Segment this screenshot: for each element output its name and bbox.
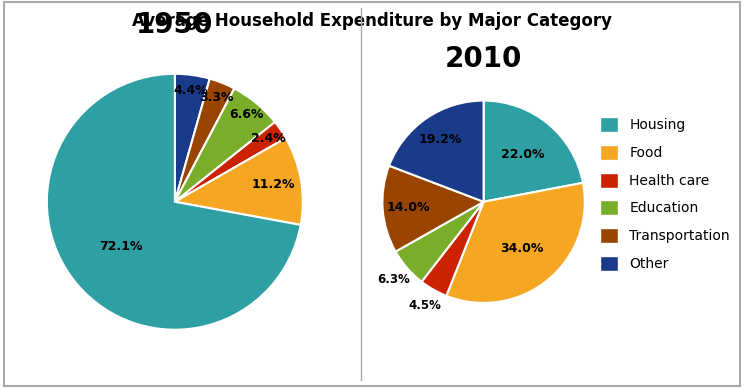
Text: 72.1%: 72.1%: [99, 240, 143, 253]
Text: 6.6%: 6.6%: [229, 109, 264, 121]
Text: 6.3%: 6.3%: [377, 274, 410, 286]
Text: 2.4%: 2.4%: [251, 132, 286, 145]
Wedge shape: [396, 202, 484, 282]
Text: 4.4%: 4.4%: [173, 84, 208, 97]
Wedge shape: [175, 88, 275, 202]
Text: 14.0%: 14.0%: [386, 201, 430, 214]
Wedge shape: [446, 183, 585, 303]
Wedge shape: [175, 138, 303, 225]
Wedge shape: [47, 74, 301, 330]
Wedge shape: [175, 122, 286, 202]
Wedge shape: [484, 100, 583, 202]
Legend: Housing, Food, Health care, Education, Transportation, Other: Housing, Food, Health care, Education, T…: [594, 110, 737, 278]
Text: 11.2%: 11.2%: [251, 178, 295, 191]
Title: 1950: 1950: [136, 12, 214, 40]
Wedge shape: [175, 79, 234, 202]
Text: 19.2%: 19.2%: [419, 133, 462, 146]
Text: Average Household Expenditure by Major Category: Average Household Expenditure by Major C…: [132, 12, 612, 29]
Text: 34.0%: 34.0%: [501, 242, 544, 255]
Wedge shape: [422, 202, 484, 296]
Text: 22.0%: 22.0%: [501, 149, 544, 161]
Wedge shape: [389, 100, 484, 202]
Wedge shape: [175, 74, 210, 202]
Title: 2010: 2010: [445, 45, 522, 73]
Wedge shape: [382, 166, 484, 251]
Text: 4.5%: 4.5%: [408, 299, 441, 312]
Text: 3.3%: 3.3%: [199, 91, 234, 104]
